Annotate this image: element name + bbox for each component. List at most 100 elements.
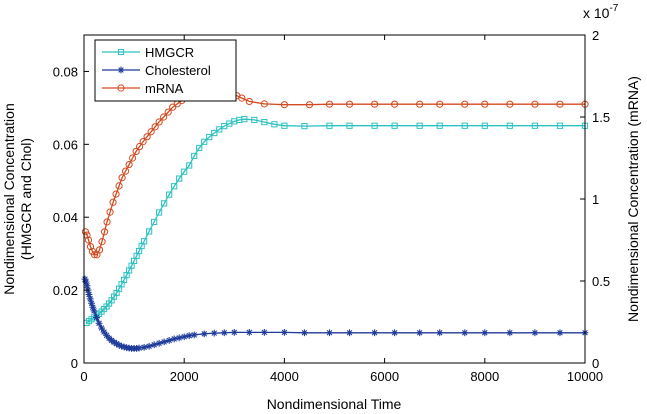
cholesterol-point (93, 314, 100, 321)
hmgcr-point (166, 191, 173, 198)
legend: HMGCR Cholesterol mRNA (94, 39, 237, 102)
hmgcr-point (206, 133, 213, 141)
x-axis-label: Nondimensional Time (267, 396, 402, 412)
cholesterol-point (190, 331, 198, 339)
hmgcr-point (181, 168, 188, 175)
y-axis-left-label-line2: (HMGCR and Chol) (18, 138, 34, 260)
series-cholesterol (81, 275, 589, 352)
hmgcr-point (211, 129, 218, 137)
cholesterol-point (481, 329, 489, 337)
mrna-point (164, 108, 172, 116)
mrna-point (100, 228, 109, 236)
x-tick-label: 4000 (270, 369, 299, 384)
mrna-point (280, 101, 288, 109)
y-right-tick-label: 0.5 (592, 274, 610, 289)
multiplier-exponent: -7 (609, 3, 618, 14)
mrna-point (481, 100, 489, 108)
mrna-point (125, 160, 133, 169)
x-tick-label: 0 (80, 369, 87, 384)
mrna-point (86, 242, 95, 251)
hmgcr-point (161, 200, 168, 207)
hmgcr-point (461, 122, 468, 129)
x-tick-label: 10000 (567, 369, 603, 384)
mrna-point (506, 100, 514, 108)
legend-label: HMGCR (145, 45, 194, 60)
cholesterol-point (326, 329, 333, 337)
mrna-point (95, 246, 104, 254)
y-right-tick-label: 1.5 (592, 110, 610, 125)
cholesterol-point (135, 344, 143, 352)
hmgcr-point (346, 122, 353, 129)
cholesterol-point (180, 333, 188, 341)
series-hmgcr (83, 116, 589, 327)
mrna-point (109, 198, 117, 206)
mrna-point (416, 100, 424, 108)
hmgcr-point (531, 122, 538, 129)
cholesterol-point (160, 338, 168, 346)
hmgcr-point (481, 122, 488, 129)
hmgcr-point (191, 152, 198, 160)
cholesterol-point (165, 337, 173, 344)
hmgcr-point (216, 126, 223, 133)
cholesterol-point (301, 329, 308, 337)
legend-swatch-marker (117, 48, 125, 56)
mrna-point (103, 218, 111, 226)
hmgcr-point (416, 122, 423, 129)
legend-entry-cholesterol: Cholesterol (102, 63, 211, 78)
cholesterol-point (95, 319, 103, 327)
cholesterol-point (416, 329, 424, 337)
series-layer (81, 85, 589, 352)
cholesterol-point (140, 343, 148, 351)
cholesterol-point (85, 291, 93, 298)
cholesterol-point (200, 330, 208, 338)
y-axis-right-label: Nondimensional Concentration (mRNA) (625, 76, 641, 322)
ticks-layer: 0 2000 4000 6000 8000 1000000.020.040.060.080… (53, 28, 610, 384)
y-axis-right-multiplier: x 10-7 (583, 3, 619, 21)
legend-label: Cholesterol (145, 63, 211, 78)
cholesterol-point (220, 329, 228, 337)
hmgcr-point (251, 116, 258, 124)
y-right-tick-label: 1 (592, 192, 599, 207)
mrna-point (121, 167, 130, 175)
y-left-tick-label: 0.06 (53, 137, 78, 152)
hmgcr-point (146, 228, 153, 235)
hmgcr-point (271, 121, 278, 128)
mrna-point (436, 100, 444, 108)
legend-label: mRNA (145, 81, 184, 96)
mrna-point (345, 100, 354, 108)
cholesterol-point (83, 282, 91, 290)
mrna-point (98, 238, 106, 246)
cholesterol-point (371, 329, 378, 337)
mrna-point (143, 133, 151, 141)
hmgcr-point (171, 183, 178, 190)
cholesterol-point (210, 329, 218, 337)
legend-swatch-marker (117, 66, 125, 74)
cholesterol-point (391, 329, 399, 337)
mrna-point (325, 100, 334, 108)
mrna-point (556, 100, 564, 108)
mrna-point (136, 142, 144, 151)
y-left-tick-label: 0.08 (53, 64, 78, 79)
mrna-point (90, 251, 99, 259)
cholesterol-point (155, 339, 163, 347)
cholesterol-point (90, 307, 98, 315)
cholesterol-point (230, 328, 238, 336)
hmgcr-point (151, 218, 158, 226)
legend-entry-mrna: mRNA (102, 81, 184, 96)
mrna-point (370, 100, 379, 108)
mrna-point (461, 100, 469, 108)
cholesterol-point (281, 328, 288, 336)
y-right-tick-label: 0 (592, 356, 599, 371)
y-axis-left-label-line1: Nondimensional Concentration (1, 103, 17, 294)
hmgcr-point (176, 175, 183, 182)
mrna-point (132, 147, 140, 156)
mrna-point (118, 174, 126, 182)
mrna-point (106, 208, 114, 216)
hmgcr-point (281, 122, 288, 129)
cholesterol-point (175, 334, 183, 342)
cholesterol-point (556, 329, 564, 337)
hmgcr-point (186, 162, 193, 169)
hmgcr-line (86, 118, 585, 324)
cholesterol-point (170, 335, 178, 343)
